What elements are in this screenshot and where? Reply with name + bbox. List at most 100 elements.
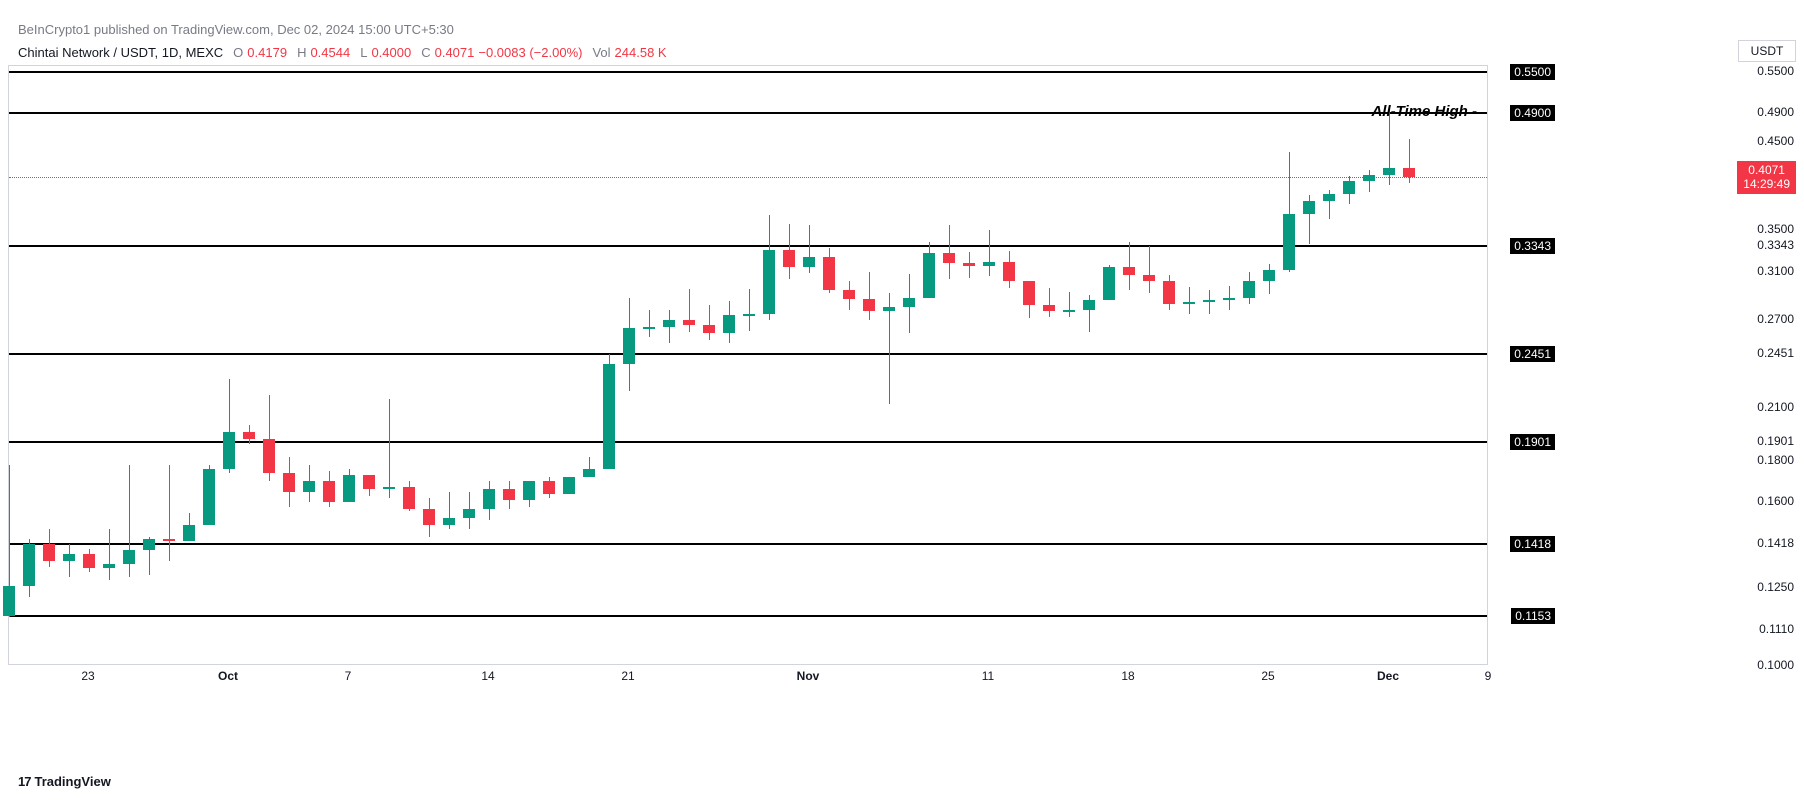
horizontal-line xyxy=(9,112,1487,114)
candle-body xyxy=(1263,270,1275,281)
candle-wick xyxy=(989,230,990,277)
candle-body xyxy=(363,475,375,489)
candle-body xyxy=(1183,302,1195,304)
candle-body xyxy=(703,325,715,333)
x-tick-label: Nov xyxy=(797,669,820,683)
open-label: O xyxy=(233,45,243,60)
candle-body xyxy=(603,364,615,469)
chart-pane[interactable]: 0.55000.49000.33430.24510.19010.14180.11… xyxy=(8,65,1488,665)
x-tick-label: 14 xyxy=(481,669,494,683)
candle-body xyxy=(403,487,415,509)
candle-body xyxy=(923,253,935,297)
y-tick-label: 0.1000 xyxy=(1757,658,1794,672)
candle-body xyxy=(783,250,795,267)
candle-body xyxy=(943,253,955,263)
publish-header: BeInCrypto1 published on TradingView.com… xyxy=(18,22,454,37)
price-marker: 0.407114:29:49 xyxy=(1737,161,1796,194)
candle-body xyxy=(303,481,315,491)
candle-body xyxy=(323,481,335,502)
candle-wick xyxy=(649,310,650,337)
y-tick-label: 0.3343 xyxy=(1757,238,1794,252)
candle-body xyxy=(1303,201,1315,214)
candle-wick xyxy=(689,289,690,332)
y-tick-label: 0.1901 xyxy=(1757,434,1794,448)
candle-body xyxy=(1163,281,1175,304)
candle-body xyxy=(1143,275,1155,281)
x-tick-label: 9 xyxy=(1485,669,1492,683)
price-marker-price: 0.4071 xyxy=(1743,163,1790,177)
candle-body xyxy=(203,469,215,525)
candle-body xyxy=(543,481,555,494)
x-tick-label: 18 xyxy=(1121,669,1134,683)
symbol-label: Chintai Network / USDT, 1D, MEXC xyxy=(18,45,223,60)
x-tick-label: 25 xyxy=(1261,669,1274,683)
candle-body xyxy=(1403,168,1415,177)
candle-body xyxy=(1223,298,1235,300)
y-tick-label: 0.4900 xyxy=(1757,105,1794,119)
candle-body xyxy=(563,477,575,494)
candle-body xyxy=(383,487,395,489)
hline-price-label: 0.5500 xyxy=(1510,64,1555,80)
candle-body xyxy=(823,257,835,291)
candle-body xyxy=(3,586,15,617)
x-axis[interactable]: 23Oct71421Nov111825Dec9 xyxy=(8,665,1488,695)
footer-text: TradingView xyxy=(34,774,110,789)
candle-body xyxy=(343,475,355,502)
low-label: L xyxy=(360,45,367,60)
candle-body xyxy=(123,550,135,564)
candle-wick xyxy=(1149,246,1150,293)
close-val: 0.4071 xyxy=(435,45,475,60)
quote-currency-box[interactable]: USDT xyxy=(1738,40,1796,62)
y-tick-label: 0.5500 xyxy=(1757,64,1794,78)
candle-body xyxy=(243,432,255,439)
candle-body xyxy=(1123,267,1135,275)
x-tick-label: Oct xyxy=(218,669,238,683)
tv-logo-icon: 17 xyxy=(18,774,30,789)
candle-wick xyxy=(1189,287,1190,314)
candle-wick xyxy=(709,305,710,340)
candle-body xyxy=(1243,281,1255,298)
candle-body xyxy=(83,554,95,568)
hline-price-label: 0.2451 xyxy=(1510,346,1555,362)
candle-body xyxy=(43,544,55,561)
candle-body xyxy=(763,250,775,313)
candle-body xyxy=(103,564,115,568)
hline-price-label: 0.1901 xyxy=(1510,434,1555,450)
candle-wick xyxy=(169,465,170,561)
candle-wick xyxy=(389,399,390,498)
candle-wick xyxy=(749,289,750,330)
y-tick-label: 0.1418 xyxy=(1757,536,1794,550)
candle-body xyxy=(483,489,495,508)
open-val: 0.4179 xyxy=(247,45,287,60)
y-axis[interactable]: 0.10000.11100.12500.14180.16000.18000.19… xyxy=(1736,65,1796,665)
horizontal-line xyxy=(9,71,1487,73)
candle-body xyxy=(223,432,235,469)
low-val: 0.4000 xyxy=(371,45,411,60)
candle-body xyxy=(163,539,175,541)
candle-body xyxy=(1063,310,1075,312)
horizontal-line xyxy=(9,353,1487,355)
price-marker-countdown: 14:29:49 xyxy=(1743,177,1790,191)
x-tick-label: 7 xyxy=(345,669,352,683)
candle-wick xyxy=(949,225,950,279)
close-label: C xyxy=(421,45,430,60)
candle-body xyxy=(183,525,195,542)
candle-body xyxy=(1203,300,1215,302)
candle-wick xyxy=(1049,288,1050,317)
candle-body xyxy=(883,307,895,311)
horizontal-line xyxy=(9,543,1487,545)
candle-body xyxy=(803,257,815,268)
x-tick-label: 23 xyxy=(81,669,94,683)
candle-wick xyxy=(869,272,870,320)
high-label: H xyxy=(297,45,306,60)
y-tick-label: 0.1110 xyxy=(1759,622,1794,636)
candle-body xyxy=(1083,300,1095,310)
candle-body xyxy=(643,327,655,329)
vol-val: 244.58 K xyxy=(615,45,667,60)
candle-body xyxy=(1003,262,1015,281)
candle-body xyxy=(743,314,755,316)
candle-body xyxy=(1323,194,1335,201)
candle-body xyxy=(843,290,855,298)
y-tick-label: 0.3500 xyxy=(1757,222,1794,236)
candle-body xyxy=(23,544,35,585)
